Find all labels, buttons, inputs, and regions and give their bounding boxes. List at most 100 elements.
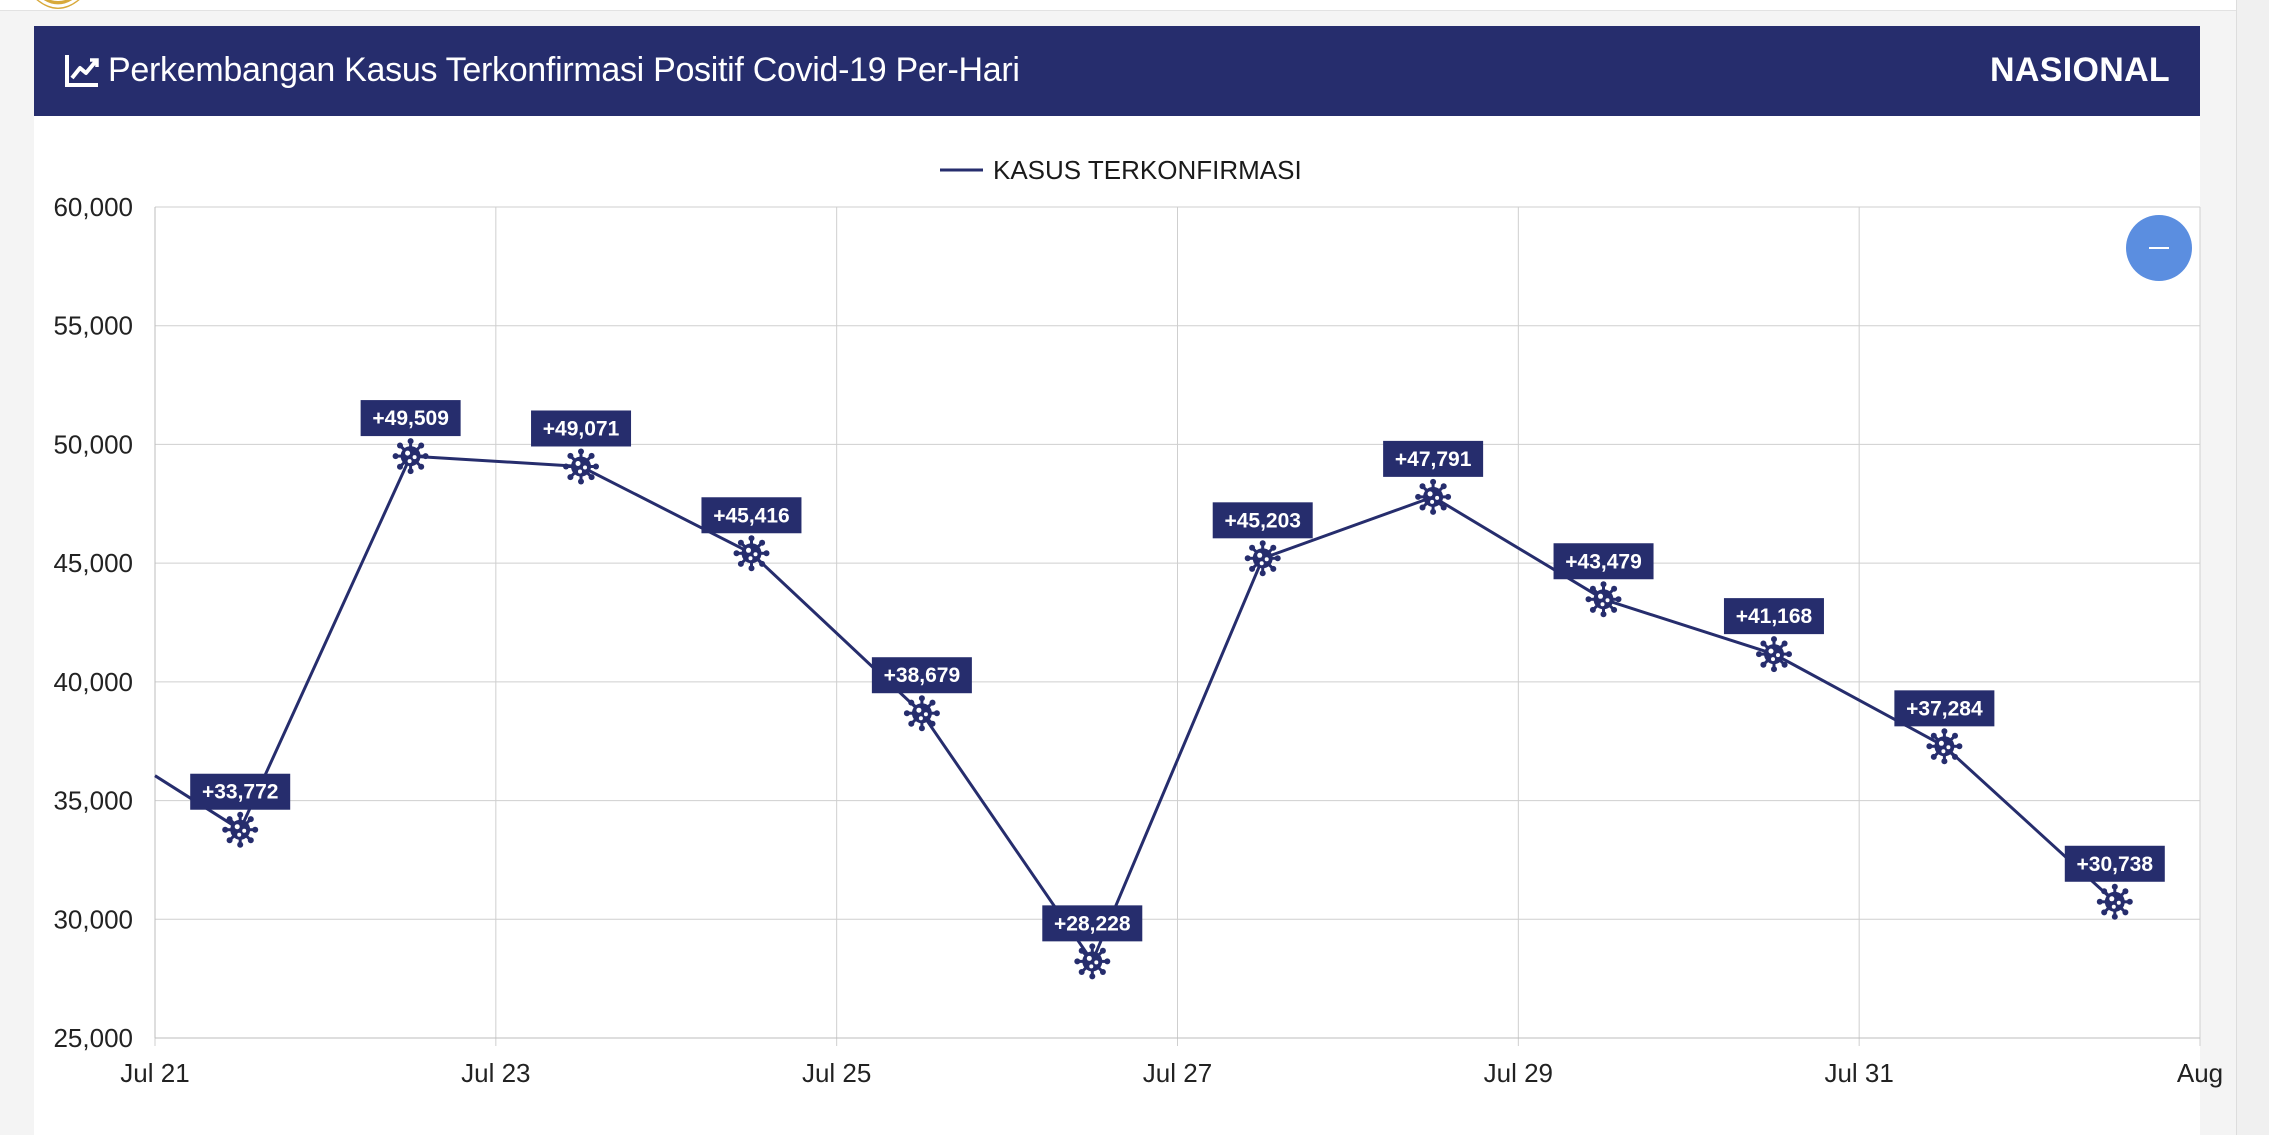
virus-spike-tip — [247, 816, 254, 823]
virus-spike-tip — [929, 720, 936, 727]
virus-spike-tip — [1244, 555, 1251, 562]
virus-spike-tip — [2126, 898, 2133, 905]
virus-dot — [1089, 964, 1094, 969]
virus-dot — [242, 828, 247, 833]
virus-body — [1423, 486, 1444, 507]
virus-spike-tip — [1259, 540, 1266, 547]
virus-dot — [1259, 561, 1264, 566]
virus-spike-tip — [1270, 565, 1277, 572]
data-label-box — [1042, 905, 1143, 942]
virus-spike-tip — [392, 453, 399, 460]
y-tick-label: 45,000 — [53, 548, 133, 578]
virus-dot — [407, 459, 412, 464]
virus-spike-tip — [1078, 969, 1085, 976]
chart-markers — [222, 438, 2133, 980]
data-label: +45,416 — [713, 504, 790, 527]
y-tick-label: 50,000 — [53, 429, 133, 459]
virus-spike-tip — [737, 539, 744, 546]
virus-spike-tip — [1249, 565, 1256, 572]
data-label-box — [1212, 502, 1313, 539]
virus-spike-tip — [1270, 544, 1277, 551]
virus-icon — [1756, 636, 1792, 673]
x-tick-label: Jul 27 — [1143, 1058, 1212, 1088]
virus-body — [400, 446, 421, 467]
virus-spike-tip — [1089, 943, 1096, 950]
data-label-box — [190, 773, 291, 810]
data-label: +49,071 — [543, 417, 620, 440]
virus-dot — [1430, 499, 1435, 504]
virus-spike-tip — [396, 463, 403, 470]
data-label-box — [1383, 440, 1484, 477]
virus-body — [1593, 589, 1614, 610]
data-label: +33,772 — [202, 781, 279, 804]
virus-spike-tip — [1440, 504, 1447, 511]
virus-dot — [237, 832, 242, 837]
virus-dot — [1771, 657, 1775, 662]
virus-icon — [733, 535, 770, 572]
data-label-box — [531, 410, 632, 447]
virus-spike-tip — [1259, 570, 1266, 577]
virus-dot — [1605, 598, 1610, 603]
y-tick-label: 25,000 — [53, 1023, 133, 1053]
virus-spike-tip — [1786, 651, 1792, 658]
y-tick-label: 35,000 — [53, 786, 133, 816]
line-chart-icon — [65, 55, 99, 87]
virus-icon — [2096, 883, 2133, 920]
virus-dot — [405, 450, 411, 456]
virus-spike-tip — [1099, 947, 1106, 954]
chart-series — [154, 454, 2116, 963]
virus-spike-tip — [1952, 732, 1959, 739]
virus-spike-tip — [1589, 585, 1596, 592]
virus-dot — [918, 716, 923, 721]
data-label: +30,738 — [2077, 853, 2154, 876]
virus-body — [911, 703, 932, 724]
virus-dot — [234, 824, 240, 830]
chart-data-labels: +33,772 +49,509 +49,071 +45,416 +38,679 +28,2… — [190, 400, 2165, 942]
virus-spike-tip — [763, 550, 770, 557]
virus-dot — [412, 455, 417, 460]
chart-legend: KASUS TERKONFIRMASI — [940, 155, 1302, 185]
virus-spike-tip — [733, 550, 740, 557]
virus-spike-tip — [1941, 728, 1948, 735]
data-label-box — [701, 497, 802, 534]
virus-icon — [1244, 540, 1281, 577]
virus-spike-tip — [2122, 888, 2129, 895]
virus-dot — [1600, 602, 1605, 607]
virus-dot — [753, 552, 758, 557]
virus-body — [1082, 951, 1103, 972]
scrollbar[interactable] — [2236, 0, 2269, 1135]
virus-spike-tip — [422, 453, 429, 460]
x-tick-label: Jul 25 — [802, 1058, 871, 1088]
legend-label: KASUS TERKONFIRMASI — [993, 155, 1302, 185]
virus-dot — [1086, 955, 1092, 961]
virus-spike-tip — [1781, 661, 1788, 668]
virus-body — [1764, 644, 1784, 665]
virus-dot — [923, 712, 928, 717]
virus-spike-tip — [908, 720, 915, 727]
y-tick-label: 40,000 — [53, 667, 133, 697]
virus-icon — [903, 695, 940, 732]
virus-spike-tip — [1430, 478, 1437, 485]
chart-title: Perkembangan Kasus Terkonfirmasi Positif… — [108, 51, 1020, 89]
virus-dot — [575, 461, 581, 466]
region-label: NASIONAL — [1990, 51, 2170, 89]
virus-spike-tip — [737, 560, 744, 567]
zoom-out-button[interactable] — [2126, 215, 2192, 281]
virus-spike-tip — [1440, 483, 1447, 490]
data-label-box — [1894, 690, 1995, 727]
virus-spike-tip — [1089, 973, 1096, 980]
virus-dot — [1257, 552, 1263, 558]
virus-spike-tip — [933, 710, 940, 717]
data-label-box — [360, 400, 461, 437]
data-label: +47,791 — [1395, 448, 1472, 471]
virus-spike-tip — [2111, 913, 2118, 920]
virus-spike-tip — [908, 699, 915, 706]
virus-spike-tip — [1419, 504, 1426, 511]
virus-spike-tip — [578, 448, 584, 455]
x-tick-label: Jul 29 — [1484, 1058, 1553, 1088]
virus-icon — [222, 811, 259, 848]
virus-spike-tip — [588, 452, 595, 459]
virus-spike-tip — [407, 438, 414, 445]
virus-spike-tip — [2122, 909, 2129, 916]
logo-emblem-icon — [36, 0, 80, 9]
